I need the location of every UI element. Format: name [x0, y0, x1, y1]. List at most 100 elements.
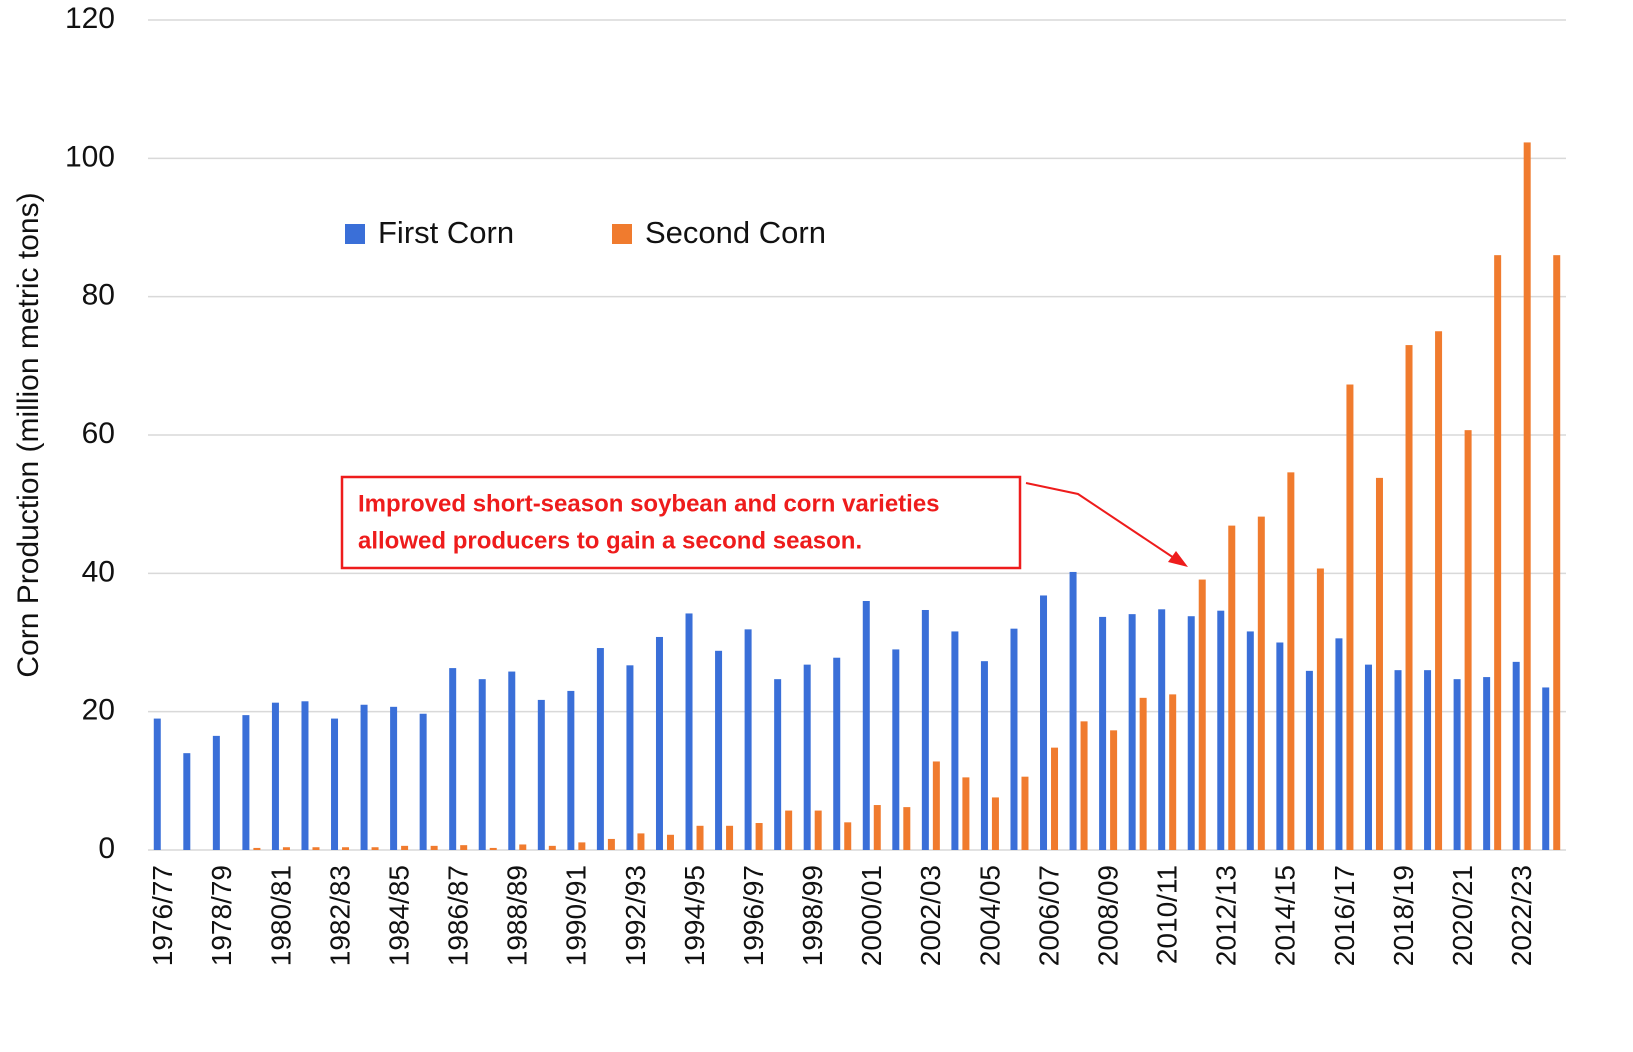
x-tick-label: 1998/99 [797, 865, 828, 966]
bar [1542, 687, 1550, 850]
bar [478, 679, 486, 850]
bar [814, 810, 822, 850]
bar [755, 823, 763, 850]
bar [242, 715, 250, 850]
x-tick-label: 1986/87 [443, 865, 474, 966]
bar [1453, 679, 1461, 850]
annotation-text: allowed producers to gain a second seaso… [358, 527, 862, 554]
bar [785, 810, 793, 850]
bar [1128, 614, 1136, 850]
y-tick-label: 80 [82, 279, 115, 312]
x-tick-label: 1982/83 [324, 865, 355, 966]
x-tick-label: 1988/89 [502, 865, 533, 966]
bar [607, 838, 615, 850]
bar [371, 847, 379, 850]
bar [991, 797, 999, 850]
bar [1158, 609, 1166, 850]
bar [508, 671, 516, 850]
bar [1010, 628, 1018, 850]
x-tick-label: 2018/19 [1388, 865, 1419, 966]
bar [862, 601, 870, 850]
bar [844, 822, 852, 850]
y-tick-label: 0 [98, 832, 115, 865]
x-tick-label: 2008/09 [1092, 865, 1123, 966]
bar [655, 636, 663, 850]
x-tick-label: 2022/23 [1506, 865, 1537, 966]
bar [1553, 255, 1561, 850]
bar [1494, 255, 1502, 850]
bar [567, 690, 575, 850]
bar [1169, 694, 1177, 850]
annotation-arrow [1025, 482, 1181, 563]
bar [460, 845, 468, 850]
y-tick-label: 40 [82, 555, 115, 588]
bar [271, 702, 279, 850]
bar [1346, 384, 1354, 850]
bar [1051, 747, 1059, 850]
legend-swatch [345, 224, 365, 244]
bar [1217, 610, 1225, 850]
bar [1139, 697, 1147, 850]
bar [1364, 664, 1372, 850]
bar [183, 753, 191, 850]
bar [578, 842, 586, 850]
bar [282, 847, 290, 850]
x-tick-label: 1984/85 [383, 865, 414, 966]
x-tick-label: 1994/95 [679, 865, 710, 966]
bar [833, 657, 841, 850]
bar [726, 825, 734, 850]
bar [1099, 616, 1107, 850]
arrow-head [1168, 551, 1188, 567]
bar [1069, 571, 1077, 850]
bar [519, 844, 527, 850]
bar [1228, 525, 1236, 850]
bar [596, 648, 604, 850]
bar [1040, 595, 1048, 850]
bar [419, 713, 427, 850]
bar [715, 650, 723, 850]
annotation-text: Improved short-season soybean and corn v… [358, 490, 940, 517]
bar [1021, 776, 1029, 850]
bar [430, 845, 438, 850]
x-tick-label: 1976/77 [147, 865, 178, 966]
annotation-box [340, 475, 1022, 570]
x-tick-label: 1990/91 [561, 865, 592, 966]
bar [637, 833, 645, 850]
x-tick-label: 1978/79 [206, 865, 237, 966]
x-tick-label: 2016/17 [1329, 865, 1360, 966]
bar [1187, 616, 1195, 850]
bar [744, 629, 752, 850]
x-tick-label: 2012/13 [1211, 865, 1242, 966]
bar [803, 664, 811, 850]
bar [873, 805, 881, 850]
bar [1483, 677, 1491, 850]
bar [1305, 670, 1313, 850]
bar [390, 706, 398, 850]
bar [449, 668, 457, 850]
bar [537, 699, 545, 850]
x-tick-label: 1980/81 [265, 865, 296, 966]
y-tick-label: 20 [82, 694, 115, 727]
x-tick-label: 2014/15 [1270, 865, 1301, 966]
bar [548, 845, 556, 850]
bar [626, 665, 634, 850]
bar [1523, 142, 1531, 851]
bar [962, 777, 970, 850]
bar [153, 718, 161, 850]
x-tick-label: 2006/07 [1033, 865, 1064, 966]
legend-label: Second Corn [645, 215, 826, 250]
bar [685, 613, 693, 850]
bar [401, 845, 409, 850]
bar [301, 701, 309, 850]
x-tick-label: 2002/03 [915, 865, 946, 966]
bar [253, 847, 261, 850]
bar [489, 847, 497, 850]
y-tick-label: 120 [65, 2, 115, 35]
bar [921, 609, 929, 850]
bar [1394, 670, 1402, 850]
bar [360, 704, 368, 850]
bar [1110, 730, 1118, 850]
bar [1375, 477, 1383, 850]
bar [1080, 721, 1088, 850]
